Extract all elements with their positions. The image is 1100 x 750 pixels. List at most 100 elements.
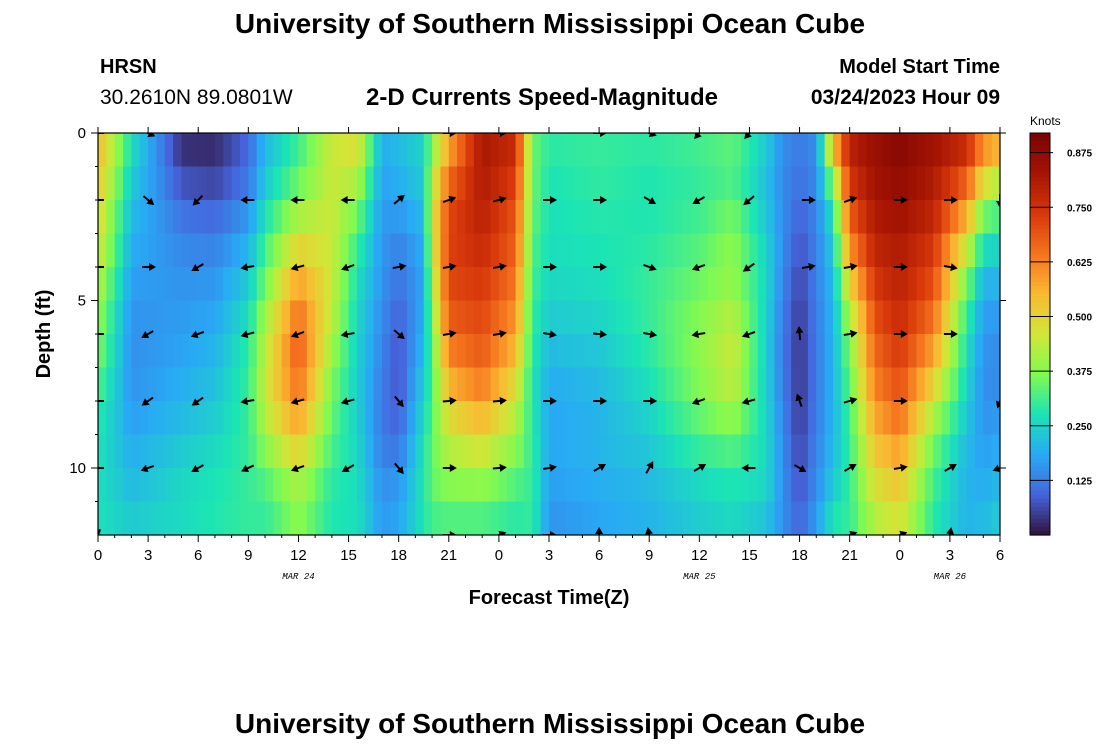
heatmap-cell [924, 267, 934, 302]
arrow-head [992, 464, 1000, 473]
heatmap-cell [941, 133, 951, 168]
colorbar-swatch [1030, 145, 1050, 150]
heatmap-cell [941, 434, 951, 469]
heatmap-cell [498, 300, 508, 335]
colorbar-swatch [1030, 297, 1050, 303]
heatmap-cell [390, 300, 400, 335]
current-vector-arrow [795, 393, 804, 407]
heatmap-cell [348, 300, 358, 335]
heatmap-cell [607, 200, 617, 235]
heatmap-cell [774, 334, 784, 369]
heatmap-cell [465, 300, 475, 335]
heatmap-cell [949, 468, 959, 503]
heatmap-cell [148, 434, 158, 469]
heatmap-cell [356, 300, 366, 335]
heatmap-cell [949, 334, 959, 369]
heatmap-cell [532, 367, 542, 402]
heatmap-cell [356, 166, 366, 201]
arrow-head [948, 464, 957, 471]
heatmap-cell [874, 133, 884, 168]
heatmap-cell [941, 166, 951, 201]
colorbar-swatch [1030, 494, 1050, 500]
heatmap-cell [448, 501, 458, 535]
heatmap-cell [214, 401, 224, 436]
heatmap-cell [657, 200, 667, 235]
heatmap-cell [256, 233, 266, 268]
heatmap-cell [231, 200, 241, 235]
heatmap-cell [590, 367, 600, 402]
heatmap-cell [557, 267, 567, 302]
heatmap-cell [407, 434, 416, 469]
heatmap-cell [498, 401, 508, 436]
heatmap-cell [206, 501, 216, 535]
heatmap-cell [164, 334, 174, 369]
heatmap-cell [824, 233, 834, 268]
heatmap-cell [540, 468, 550, 503]
arrow-head [950, 263, 958, 272]
current-vector-arrow [645, 527, 653, 535]
heatmap-cell [774, 468, 784, 503]
heatmap-cell [98, 133, 107, 168]
arrow-head [646, 461, 654, 470]
heatmap-cell [665, 233, 675, 268]
heatmap-cell [498, 267, 508, 302]
colorbar-swatch [1030, 149, 1050, 154]
heatmap-cell [440, 401, 450, 436]
heatmap-cell [749, 501, 759, 535]
heatmap-cell [306, 233, 316, 268]
heatmap-cell [883, 166, 893, 201]
heatmap-cell [423, 367, 433, 402]
heatmap-cell [782, 200, 792, 235]
heatmap-cell [657, 468, 667, 503]
heatmap-cell [649, 334, 659, 369]
heatmap-cell [958, 233, 968, 268]
current-vector-arrow [843, 262, 858, 271]
heatmap-cell [724, 434, 734, 469]
heatmap-cell [690, 133, 700, 168]
heatmap-cell [866, 267, 876, 302]
heatmap-cell [716, 200, 725, 235]
heatmap-cell [983, 401, 993, 436]
colorbar-swatch [1030, 197, 1050, 202]
heatmap-cell [390, 233, 400, 268]
heatmap-cell [231, 334, 241, 369]
heatmap-cell [298, 434, 308, 469]
heatmap-cell [415, 166, 425, 201]
heatmap-cell [991, 401, 1000, 436]
heatmap-cell [866, 300, 876, 335]
heatmap-cell [248, 166, 258, 201]
heatmap-cell [482, 267, 492, 302]
current-vector-arrow [593, 133, 608, 137]
heatmap-cell [941, 367, 951, 402]
heatmap-cell [114, 233, 124, 268]
heatmap-cell [732, 434, 742, 469]
heatmap-cell [407, 166, 416, 201]
arrow-head [798, 465, 807, 472]
heatmap-cell [482, 166, 492, 201]
heatmap-cell [757, 133, 767, 168]
heatmap-cell [523, 133, 533, 168]
heatmap-cell [214, 233, 224, 268]
heatmap-cell [457, 434, 467, 469]
colorbar-swatch [1030, 217, 1050, 223]
heatmap-cell [139, 401, 149, 436]
heatmap-cell [490, 334, 500, 369]
current-vector-arrow [241, 464, 255, 473]
current-vector-arrow [643, 397, 658, 405]
heatmap-cell [239, 468, 249, 503]
heatmap-cell [741, 133, 751, 168]
heatmap-cell [164, 434, 174, 469]
heatmap-cell [315, 367, 325, 402]
heatmap-cell [365, 233, 375, 268]
heatmap-cell [599, 501, 609, 535]
current-vector-arrow [793, 464, 807, 472]
heatmap-cell [465, 501, 475, 535]
heatmap-cell [732, 334, 742, 369]
heatmap-cell [340, 501, 350, 535]
heatmap-cell [198, 434, 208, 469]
heatmap-cell [223, 434, 233, 469]
heatmap-cell [239, 334, 249, 369]
heatmap-cell [164, 401, 174, 436]
colorbar-swatch [1030, 249, 1050, 255]
